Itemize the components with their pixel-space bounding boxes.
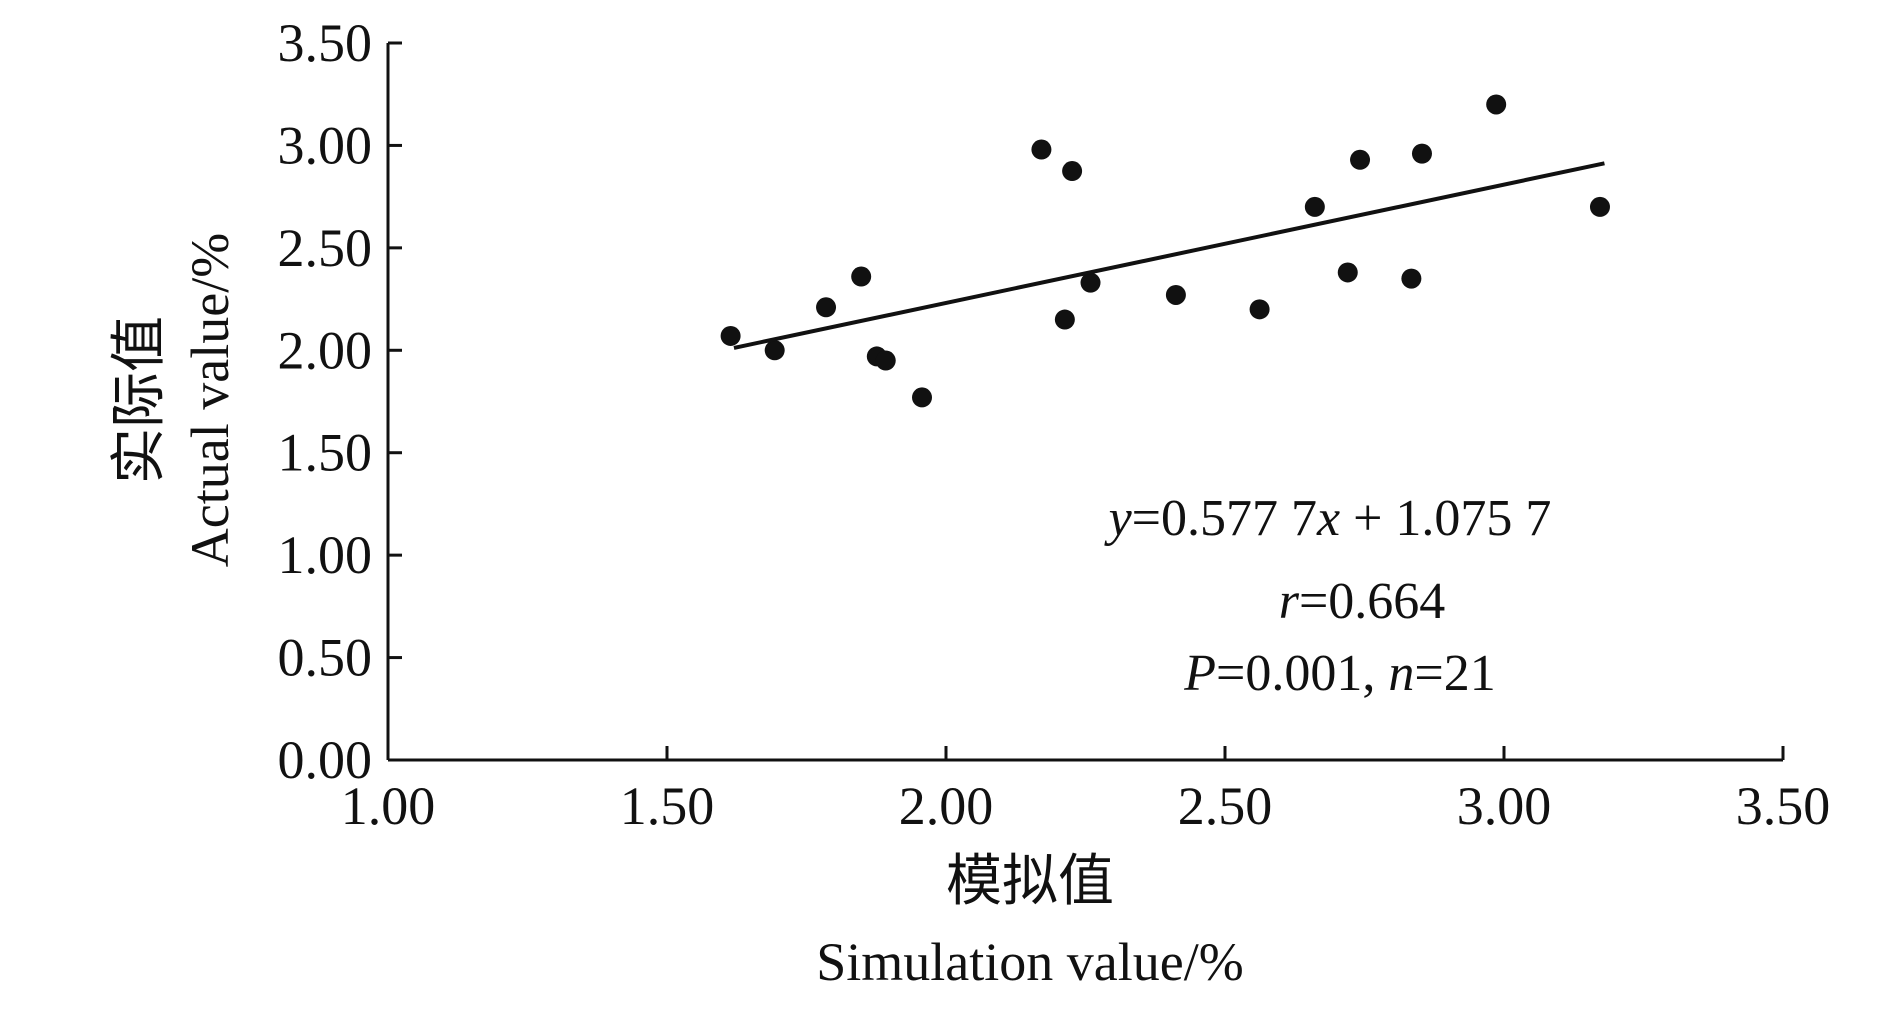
y-tick-label: 3.00 xyxy=(278,115,373,175)
data-point xyxy=(1031,139,1052,160)
tick-labels: 1.00 1.50 2.00 2.50 3.00 3.50 0.00 0.50 1.00 1.50… xyxy=(278,13,1831,836)
x-tick-label: 1.50 xyxy=(620,776,715,836)
data-point xyxy=(851,266,872,287)
x-tick-label: 3.00 xyxy=(1457,776,1552,836)
equation-text: y=0.577 7x + 1.075 7 xyxy=(1104,490,1552,547)
data-point xyxy=(1062,161,1083,182)
y-tick-label: 2.50 xyxy=(278,218,373,278)
x-tick-label: 3.50 xyxy=(1736,776,1831,836)
r-text: r=0.664 xyxy=(1279,573,1446,630)
data-point xyxy=(875,350,896,371)
data-point xyxy=(1337,262,1358,283)
data-points xyxy=(720,94,1610,408)
y-tick-label: 2.00 xyxy=(278,320,373,380)
fit-line-group xyxy=(733,161,1605,350)
x-tick-label: 1.00 xyxy=(341,776,436,836)
data-point xyxy=(1080,272,1101,293)
data-point xyxy=(1249,299,1270,320)
y-axis-label-cn: 实际值 xyxy=(109,316,171,484)
x-tick-label: 2.00 xyxy=(899,776,994,836)
y-axis-label: Actual value/% xyxy=(180,233,240,567)
data-point xyxy=(912,387,933,408)
y-tick-label: 0.50 xyxy=(278,628,373,688)
y-tick-label: 1.50 xyxy=(278,423,373,483)
data-point xyxy=(1054,309,1075,330)
data-point xyxy=(1304,196,1325,217)
y-tick-label: 0.00 xyxy=(278,730,373,790)
data-point xyxy=(1350,149,1371,170)
data-point xyxy=(1589,196,1610,217)
x-tick-label: 2.50 xyxy=(1178,776,1273,836)
data-point xyxy=(720,325,741,346)
data-point xyxy=(816,297,837,318)
data-point xyxy=(764,340,785,361)
fit-line xyxy=(733,161,1605,350)
y-tick-label: 1.00 xyxy=(278,525,373,585)
annotation: y=0.577 7x + 1.075 7 r=0.664 P=0.001, n=… xyxy=(1104,490,1552,702)
x-axis-label-cn: 模拟值 xyxy=(946,851,1114,913)
p-n-text: P=0.001, n=21 xyxy=(1183,645,1495,702)
data-point xyxy=(1486,94,1507,115)
x-axis-label: Simulation value/% xyxy=(816,932,1243,992)
data-point xyxy=(1165,284,1186,305)
data-point xyxy=(1411,143,1432,164)
y-tick-label: 3.50 xyxy=(278,13,373,73)
axes xyxy=(386,41,1785,762)
data-point xyxy=(1401,268,1422,289)
